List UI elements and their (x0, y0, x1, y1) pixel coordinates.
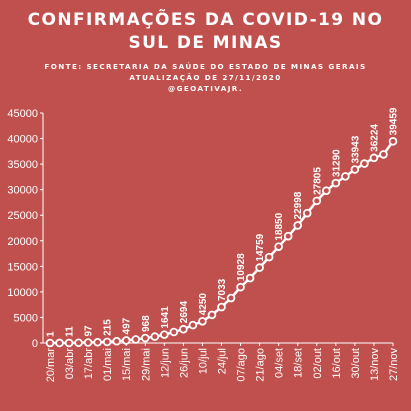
author-handle: @GEOATIVAJR. (167, 84, 243, 93)
data-point (102, 337, 112, 347)
data-label: 497 (122, 317, 133, 334)
data-point (169, 327, 179, 337)
data-point (207, 310, 217, 320)
data-point (198, 316, 207, 326)
y-tick-label: 40000 (7, 134, 38, 146)
y-tick-label: 5000 (14, 312, 38, 324)
data-point (55, 338, 64, 348)
data-label: 968 (141, 315, 152, 332)
data-point (179, 324, 188, 334)
x-tick-label: 01/mai (102, 348, 114, 381)
data-point (302, 208, 312, 218)
data-label: 33943 (350, 135, 361, 163)
x-tick-label: 10/jul (197, 348, 209, 374)
data-point (121, 336, 131, 345)
x-tick-label: 29/mai (140, 348, 152, 381)
data-label: 22998 (293, 191, 304, 219)
x-tick-label: 02/out (312, 348, 324, 379)
data-point (264, 252, 274, 262)
y-tick-label: 30000 (7, 185, 38, 197)
x-tick-label: 04/set (274, 348, 286, 378)
data-point (341, 172, 350, 181)
data-label: 39459 (389, 107, 400, 135)
data-point (45, 338, 55, 348)
y-tick-label: 10000 (7, 287, 38, 299)
data-label: 4250 (198, 293, 209, 316)
y-tick-label: 45000 (7, 108, 38, 120)
y-tick-label: 20000 (7, 236, 38, 248)
data-point (131, 335, 141, 344)
x-tick-label: 12/jun (159, 348, 171, 378)
data-point (112, 336, 121, 346)
x-tick-label: 18/set (293, 348, 305, 378)
data-point (236, 282, 245, 292)
data-point (93, 337, 102, 347)
data-label: 36224 (369, 124, 380, 152)
data-point (369, 153, 379, 163)
data-label: 27805 (312, 167, 323, 195)
x-tick-label: 17/abr (83, 348, 95, 380)
data-point (226, 293, 236, 303)
data-point (322, 186, 331, 195)
data-point (83, 338, 93, 347)
data-point (360, 159, 369, 168)
data-label: 2694 (179, 301, 190, 324)
data-point (150, 332, 160, 341)
data-point (350, 165, 360, 174)
data-point (74, 338, 83, 348)
data-label: 11 (65, 326, 76, 337)
y-tick-label: 35000 (7, 159, 38, 171)
data-point (388, 137, 398, 146)
data-point (274, 242, 283, 251)
data-point (245, 273, 255, 283)
y-tick-label: 25000 (7, 210, 38, 222)
x-tick-label: 30/out (350, 348, 362, 379)
source-line: FONTE: SECRETARIA DA SAÚDE DO ESTADO DE … (44, 62, 367, 71)
data-point (379, 150, 388, 159)
data-point (217, 302, 226, 312)
data-point (331, 178, 341, 188)
x-tick-label: 07/ago (236, 348, 248, 382)
data-point (188, 320, 198, 330)
data-label: 18850 (274, 212, 285, 240)
chart-title-line-1: CONFIRMAÇÕES DA COVID-19 NO (27, 10, 384, 30)
x-tick-label: 15/mai (121, 348, 133, 381)
update-date-line: ATUALIZAÇÃO DE 27/11/2020 (129, 73, 282, 82)
x-tick-label: 21/ago (255, 348, 267, 382)
data-label: 215 (103, 319, 114, 336)
x-tick-label: 13/nov (369, 348, 381, 382)
data-label: 10928 (236, 253, 247, 281)
data-label: 14759 (255, 233, 266, 261)
data-label: 1641 (160, 306, 171, 329)
data-point (64, 338, 74, 348)
data-label: 7033 (217, 278, 228, 301)
data-point (140, 333, 150, 343)
x-tick-label: 03/abr (64, 348, 76, 380)
x-tick-label: 26/jun (178, 348, 190, 378)
x-tick-label: 16/out (331, 348, 343, 379)
x-tick-label: 27/nov (388, 348, 400, 382)
data-point (293, 221, 303, 230)
data-point (255, 263, 264, 272)
data-point (283, 231, 293, 241)
x-tick-label: 20/mar (45, 348, 57, 383)
data-label: 97 (84, 325, 95, 337)
y-tick-label: 0 (32, 338, 38, 350)
x-tick-label: 24/jul (217, 348, 229, 374)
data-point (312, 196, 322, 206)
chart-title-line-2: SUL DE MINAS (128, 33, 283, 53)
data-label: 31290 (331, 149, 342, 177)
y-tick-label: 15000 (7, 261, 38, 273)
data-label: 1 (46, 331, 57, 337)
data-point (160, 330, 169, 339)
